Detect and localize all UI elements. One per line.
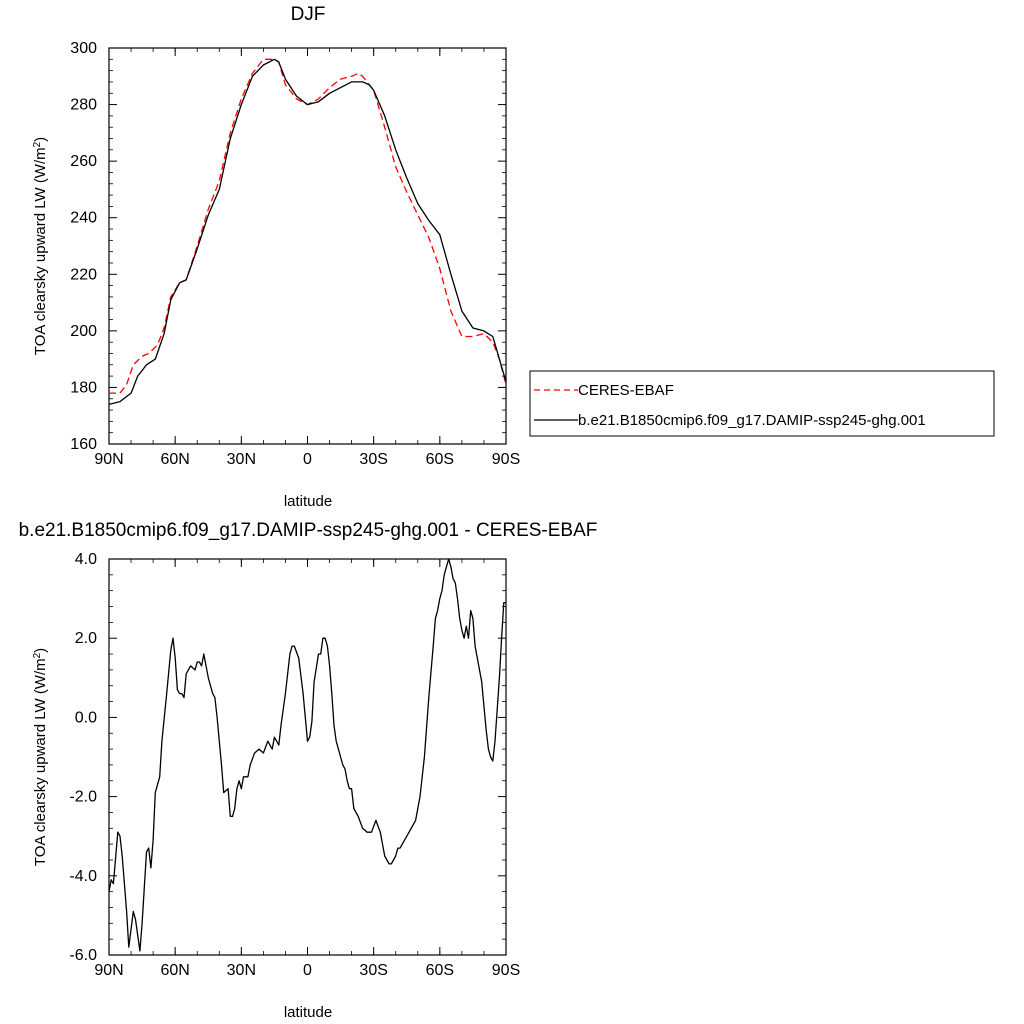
x-tick-label: 30N: [227, 451, 256, 468]
y-tick-label: 260: [70, 153, 97, 170]
plot-frame: [108, 558, 507, 956]
x-tick-label: 0: [303, 962, 312, 979]
y-tick-label: 220: [70, 266, 97, 283]
y-tick-label: 4.0: [75, 551, 97, 568]
x-tick-label: 90N: [94, 962, 123, 979]
x-tick-label: 30N: [227, 962, 256, 979]
x-axis-label: latitude: [284, 1004, 332, 1021]
y-tick-label: 300: [70, 40, 97, 57]
x-tick-label: 60N: [160, 451, 189, 468]
y-tick-label: -2.0: [69, 789, 97, 806]
y-axis-label: TOA clearsky upward LW (W/m2): [32, 648, 50, 866]
y-tick-label: 240: [70, 210, 97, 227]
y-tick-label: 200: [70, 323, 97, 340]
x-tick-label: 60S: [426, 451, 454, 468]
y-axis-label: TOA clearsky upward LW (W/m2): [32, 137, 50, 355]
series-layer: [108, 58, 507, 406]
series-line-difference: [108, 558, 506, 952]
x-tick-label: 60S: [426, 962, 454, 979]
y-tick-label: -6.0: [69, 947, 97, 964]
x-axis-ticks: 90N 60N 30N 0 30S 60S 90S: [94, 48, 520, 468]
y-tick-label: 280: [70, 97, 97, 114]
x-tick-label: 30S: [359, 962, 387, 979]
x-tick-label: 60N: [160, 962, 189, 979]
x-tick-label: 90N: [94, 451, 123, 468]
y-tick-label: 180: [70, 379, 97, 396]
x-tick-label: 0: [303, 451, 312, 468]
series-line-model: [108, 58, 507, 406]
y-tick-label: 0.0: [75, 709, 97, 726]
series-line-ceres: [109, 58, 507, 394]
legend: CERES-EBAF b.e21.B1850cmip6.f09_g17.DAMI…: [529, 370, 995, 437]
y-tick-label: -4.0: [69, 868, 97, 885]
climatology-panel: DJF 90N 60N 30N 0 30S 60S 90S 160 180 200 220 240 2…: [32, 4, 521, 510]
panel-title: DJF: [291, 4, 326, 25]
legend-label-ceres: CERES-EBAF: [578, 382, 674, 399]
difference-panel: b.e21.B1850cmip6.f09_g17.DAMIP-ssp245-gh…: [19, 520, 598, 1021]
series-layer: [108, 558, 506, 952]
x-axis-ticks: 90N 60N 30N 0 30S 60S 90S: [94, 559, 520, 979]
y-axis-ticks: 160 180 200 220 240 260 280 300: [70, 40, 506, 453]
y-axis-ticks: -6.0 -4.0 -2.0 0.0 2.0 4.0: [69, 551, 506, 964]
y-tick-label: 160: [70, 436, 97, 453]
x-tick-label: 30S: [359, 451, 387, 468]
x-axis-label: latitude: [284, 493, 332, 510]
panel-title: b.e21.B1850cmip6.f09_g17.DAMIP-ssp245-gh…: [19, 520, 598, 541]
x-tick-label: 90S: [492, 451, 520, 468]
x-tick-label: 90S: [492, 962, 520, 979]
legend-label-model: b.e21.B1850cmip6.f09_g17.DAMIP-ssp245-gh…: [578, 412, 926, 429]
y-tick-label: 2.0: [75, 630, 97, 647]
legend-box: [529, 370, 995, 437]
plot-frame: [108, 47, 507, 445]
